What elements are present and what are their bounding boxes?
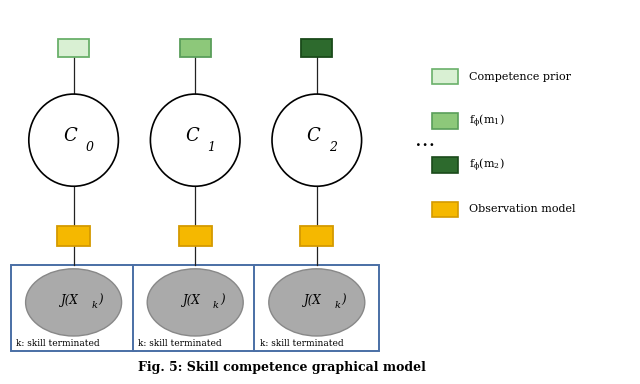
Ellipse shape <box>26 269 122 336</box>
Text: k: skill terminated: k: skill terminated <box>17 339 100 348</box>
Text: C: C <box>63 127 77 145</box>
Text: k: skill terminated: k: skill terminated <box>260 339 343 348</box>
Ellipse shape <box>147 269 243 336</box>
Bar <box>301 39 332 57</box>
Text: $\mathregular{f_\phi(m_1)}$: $\mathregular{f_\phi(m_1)}$ <box>469 112 505 130</box>
Text: C: C <box>185 127 199 145</box>
Ellipse shape <box>272 94 362 186</box>
Text: ): ) <box>220 294 225 307</box>
Bar <box>12 265 136 351</box>
Text: J(X: J(X <box>304 294 322 307</box>
Ellipse shape <box>150 94 240 186</box>
Bar <box>432 202 458 217</box>
Text: Fig. 5: Skill competence graphical model: Fig. 5: Skill competence graphical model <box>138 361 426 374</box>
Text: Competence prior: Competence prior <box>469 72 571 82</box>
Text: J(X: J(X <box>182 294 200 307</box>
Bar <box>58 39 89 57</box>
Bar <box>57 226 90 246</box>
Text: Observation model: Observation model <box>469 204 575 214</box>
Bar <box>180 39 211 57</box>
Bar <box>432 69 458 84</box>
Bar <box>133 265 257 351</box>
Bar <box>432 157 458 173</box>
Bar <box>300 226 333 246</box>
Text: 1: 1 <box>207 141 215 154</box>
Text: k: skill terminated: k: skill terminated <box>138 339 221 348</box>
Ellipse shape <box>29 94 118 186</box>
Text: 2: 2 <box>329 141 337 154</box>
Text: ): ) <box>341 294 346 307</box>
Text: ): ) <box>98 294 103 307</box>
Bar <box>432 113 458 129</box>
Bar <box>254 265 380 351</box>
Bar <box>179 226 212 246</box>
Text: 0: 0 <box>86 141 93 154</box>
Text: k: k <box>334 301 340 310</box>
Text: C: C <box>307 127 321 145</box>
Text: $\mathregular{f_\phi(m_2)}$: $\mathregular{f_\phi(m_2)}$ <box>469 156 505 174</box>
Ellipse shape <box>269 269 365 336</box>
Text: J(X: J(X <box>61 294 79 307</box>
Text: ...: ... <box>415 131 436 150</box>
Text: k: k <box>212 301 219 310</box>
Text: k: k <box>91 301 97 310</box>
